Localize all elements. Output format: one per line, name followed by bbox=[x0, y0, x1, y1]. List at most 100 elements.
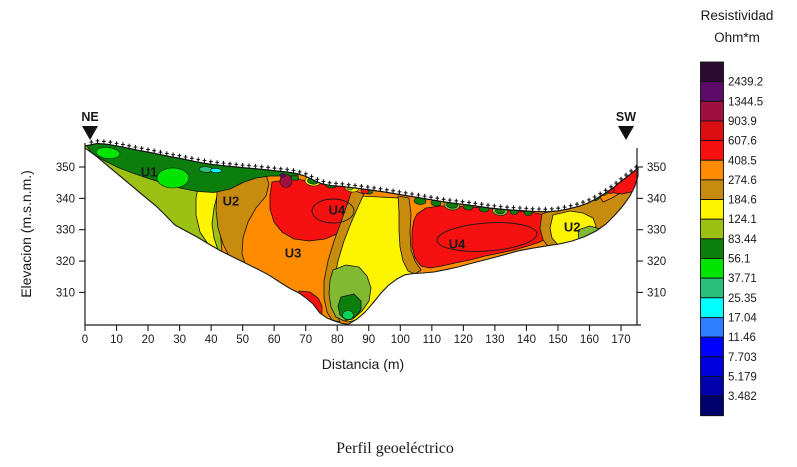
y-tick-label-right: 340 bbox=[647, 193, 666, 205]
colorbar-block bbox=[700, 179, 724, 200]
colorbar-block bbox=[700, 100, 724, 122]
x-tick-label: 50 bbox=[236, 334, 249, 346]
colorbar-value-label: 25.35 bbox=[728, 293, 757, 305]
topography-line bbox=[84, 142, 639, 213]
colorbar-value-label: 124.1 bbox=[728, 214, 757, 226]
y-axis-ticks-left: 350 340 330 320 310 bbox=[56, 162, 85, 299]
colorbar-value-label: 56.1 bbox=[728, 254, 750, 266]
colorbar-block bbox=[700, 356, 724, 377]
x-tick-label: 120 bbox=[454, 334, 473, 346]
colorbar-block bbox=[700, 297, 724, 318]
colorbar-block bbox=[700, 317, 724, 338]
x-tick-label: 160 bbox=[580, 334, 599, 346]
colorbar-value-label: 1344.5 bbox=[728, 96, 763, 108]
figure-caption: Perfil geoeléctrico bbox=[336, 440, 454, 457]
ne-label: NE bbox=[81, 110, 98, 124]
y-tick-label-left: 350 bbox=[56, 162, 75, 174]
x-tick-label: 70 bbox=[299, 334, 312, 346]
colorbar-block bbox=[700, 258, 724, 279]
x-tick-label: 40 bbox=[205, 334, 218, 346]
topography-cross-markers bbox=[89, 138, 638, 212]
x-tick-label: 30 bbox=[173, 334, 186, 346]
colorbar-block bbox=[700, 140, 724, 161]
legend-title-line2: Ohm*m bbox=[714, 30, 760, 45]
colorbar-block bbox=[700, 277, 724, 299]
y-tick-label-right: 330 bbox=[647, 225, 666, 237]
unit-label-u2: U2 bbox=[564, 219, 581, 234]
x-tick-label: 80 bbox=[331, 334, 344, 346]
x-tick-label: 110 bbox=[423, 334, 441, 346]
ne-marker-triangle bbox=[82, 126, 98, 140]
x-tick-label: 150 bbox=[548, 334, 567, 346]
y-tick-label-right: 320 bbox=[647, 256, 666, 268]
patch-green-1 bbox=[290, 175, 300, 181]
cross-section-body bbox=[85, 143, 638, 325]
contour-ring-u4-left bbox=[311, 198, 355, 224]
unit-label-u3: U3 bbox=[285, 245, 302, 260]
colorbar-block bbox=[700, 375, 724, 397]
region-u4-right-red bbox=[411, 205, 553, 269]
x-tick-label: 130 bbox=[485, 334, 504, 346]
colorbar-block bbox=[700, 218, 724, 240]
unit-label-u4: U4 bbox=[329, 202, 346, 217]
colorbar-blocks bbox=[700, 61, 724, 417]
unit-label-u2: U2 bbox=[223, 193, 240, 208]
x-tick-label: 20 bbox=[142, 334, 155, 346]
colorbar-value-label: 37.71 bbox=[728, 273, 757, 285]
colorbar-block bbox=[700, 120, 724, 142]
region-ochre-s-band bbox=[323, 189, 365, 323]
unit-label-u4: U4 bbox=[449, 237, 466, 252]
colorbar-block bbox=[700, 336, 724, 358]
y-tick-label-left: 340 bbox=[56, 193, 75, 205]
colorbar-block bbox=[700, 395, 724, 417]
colorbar-value-label: 83.44 bbox=[728, 234, 757, 246]
colorbar-value-label: 408.5 bbox=[728, 155, 757, 167]
sw-marker-triangle bbox=[618, 126, 634, 140]
resistivity-regions bbox=[85, 143, 638, 323]
y-tick-label-right: 350 bbox=[647, 162, 666, 174]
colorbar-value-label: 274.6 bbox=[728, 175, 757, 187]
x-tick-label: 100 bbox=[391, 334, 410, 346]
x-tick-label: 90 bbox=[362, 334, 375, 346]
colorbar-block bbox=[700, 199, 724, 220]
colorbar-value-label: 3.482 bbox=[728, 391, 757, 403]
y-axis-title: Elevacion (m.s.n.m.) bbox=[18, 170, 34, 298]
colorbar-value-labels: 2439.2 1344.5 903.9 607.6 408.5 274.6 184.6 124… bbox=[728, 77, 763, 403]
contour-ring-u4-right bbox=[436, 222, 538, 252]
y-tick-label-left: 320 bbox=[56, 256, 75, 268]
colorbar-block bbox=[700, 159, 724, 181]
x-tick-label: 140 bbox=[517, 334, 536, 346]
unit-labels: U1 U2 U4 U3 U4 U2 bbox=[141, 165, 581, 261]
patch-bright-green-a bbox=[95, 147, 121, 159]
y-tick-label-left: 330 bbox=[56, 225, 75, 237]
colorbar-block bbox=[700, 81, 724, 102]
colorbar-value-label: 607.6 bbox=[728, 136, 757, 148]
patch-cyan-sliver bbox=[210, 167, 222, 174]
colorbar-value-label: 7.703 bbox=[728, 352, 757, 364]
sw-label: SW bbox=[616, 110, 636, 124]
unit-label-u1: U1 bbox=[141, 165, 158, 180]
patch-bright-green-u1 bbox=[156, 167, 190, 189]
x-tick-label: 60 bbox=[268, 334, 281, 346]
y-tick-label-left: 310 bbox=[56, 287, 75, 299]
colorbar-value-label: 17.04 bbox=[728, 312, 757, 324]
patch-purple-dot bbox=[279, 173, 286, 178]
patch-tip-bright-green bbox=[342, 310, 354, 320]
colorbar-block bbox=[700, 61, 724, 83]
x-axis-title: Distancia (m) bbox=[322, 356, 404, 372]
colorbar-value-label: 5.179 bbox=[728, 371, 757, 383]
colorbar-value-label: 184.6 bbox=[728, 195, 757, 207]
colorbar-value-label: 2439.2 bbox=[728, 77, 763, 89]
x-axis-ticks: 0 10 20 30 40 50 60 70 80 90 100 110 120 130 140 150 160… bbox=[82, 325, 631, 346]
colorbar-value-label: 11.46 bbox=[728, 332, 756, 344]
x-tick-label: 10 bbox=[110, 334, 123, 346]
region-ochre-band-right bbox=[397, 195, 422, 275]
x-tick-label: 0 bbox=[82, 334, 88, 346]
y-axis-ticks-right: 350 340 330 320 310 bbox=[637, 162, 666, 299]
x-tick-label: 170 bbox=[611, 334, 630, 346]
legend-title-line1: Resistividad bbox=[701, 8, 774, 23]
colorbar-block bbox=[700, 238, 724, 259]
colorbar-value-label: 903.9 bbox=[728, 116, 757, 128]
